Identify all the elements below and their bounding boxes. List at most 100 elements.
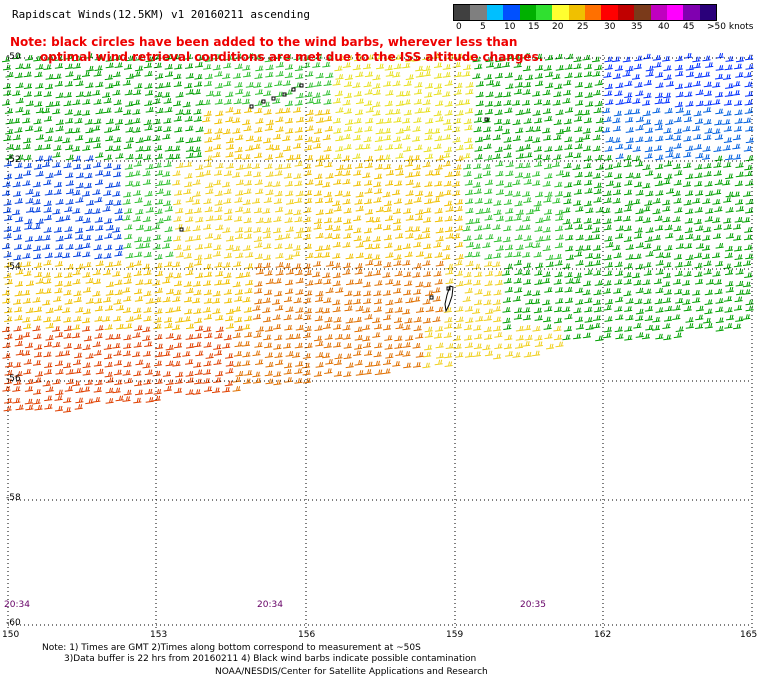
wind-barb bbox=[162, 82, 171, 88]
wind-barbs bbox=[1, 52, 754, 413]
wind-barb bbox=[252, 377, 262, 384]
wind-barb bbox=[563, 118, 572, 125]
wind-barb bbox=[54, 261, 63, 267]
wind-barb bbox=[2, 297, 11, 304]
wind-barb bbox=[293, 233, 303, 239]
wind-barb bbox=[564, 297, 573, 304]
wind-barb bbox=[165, 288, 175, 295]
wind-barb bbox=[283, 53, 292, 60]
wind-barb bbox=[473, 117, 483, 123]
wind-barb bbox=[144, 388, 153, 395]
wind-barb bbox=[254, 100, 263, 107]
wind-barb bbox=[3, 405, 12, 412]
wind-barb bbox=[602, 107, 611, 114]
wind-barb bbox=[64, 226, 73, 232]
wind-barb bbox=[672, 153, 681, 159]
wind-barb bbox=[684, 227, 693, 234]
wind-barb bbox=[334, 65, 343, 72]
wind-barb bbox=[193, 108, 202, 115]
wind-barb bbox=[324, 334, 333, 340]
wind-barb bbox=[372, 101, 381, 108]
wind-barb bbox=[115, 323, 125, 330]
wind-barb bbox=[332, 117, 341, 124]
wind-barb bbox=[12, 134, 21, 141]
wind-barb bbox=[302, 353, 311, 359]
wind-barb bbox=[692, 56, 701, 63]
wind-barb bbox=[83, 163, 92, 170]
wind-barb bbox=[554, 306, 563, 313]
wind-barb bbox=[251, 163, 261, 169]
wind-barb bbox=[514, 234, 523, 241]
wind-barb bbox=[173, 280, 183, 287]
wind-barb bbox=[672, 278, 681, 285]
wind-barb bbox=[242, 351, 251, 358]
wind-barb bbox=[635, 332, 644, 338]
wind-barb bbox=[165, 272, 174, 279]
wind-barb bbox=[743, 145, 752, 152]
wind-barb bbox=[433, 73, 442, 79]
wind-barb bbox=[573, 189, 582, 195]
wind-barb bbox=[223, 252, 232, 259]
wind-barb bbox=[452, 62, 461, 68]
wind-barb bbox=[354, 263, 363, 269]
wind-barb bbox=[303, 308, 313, 314]
wind-barb bbox=[374, 280, 383, 286]
wind-barb bbox=[202, 99, 211, 106]
wind-barb bbox=[493, 63, 502, 69]
wind-barb bbox=[732, 134, 741, 141]
wind-barb bbox=[732, 154, 741, 160]
wind-barb bbox=[122, 396, 131, 402]
wind-barb bbox=[674, 170, 683, 176]
wind-barb bbox=[335, 287, 344, 293]
wind-barb bbox=[303, 190, 313, 196]
wind-barb bbox=[615, 143, 624, 150]
wind-barb bbox=[123, 191, 132, 198]
wind-barb bbox=[175, 91, 184, 98]
wind-barb bbox=[354, 162, 364, 169]
wind-barb bbox=[643, 288, 652, 295]
wind-barb bbox=[472, 182, 481, 188]
wind-barb bbox=[343, 343, 352, 349]
wind-barb bbox=[553, 253, 562, 260]
wind-barb bbox=[674, 64, 683, 71]
wind-barb bbox=[25, 100, 34, 107]
wind-barb bbox=[284, 362, 293, 369]
wind-barb bbox=[485, 62, 495, 68]
wind-barb bbox=[484, 350, 493, 357]
wind-barb bbox=[13, 325, 22, 332]
wind-barb bbox=[335, 74, 344, 80]
wind-barb bbox=[75, 215, 84, 222]
wind-barb bbox=[603, 280, 612, 286]
wind-barb bbox=[214, 279, 223, 286]
wind-barb bbox=[385, 180, 394, 186]
wind-barb bbox=[413, 325, 422, 332]
wind-barb bbox=[204, 271, 213, 278]
wind-barb bbox=[462, 71, 471, 77]
wind-barb bbox=[355, 109, 364, 116]
wind-barb bbox=[452, 136, 461, 143]
wind-barb bbox=[604, 56, 613, 63]
wind-barb bbox=[284, 243, 293, 250]
wind-barb bbox=[324, 217, 333, 224]
wind-barb bbox=[655, 225, 664, 231]
wind-barb bbox=[321, 252, 331, 258]
wind-barb bbox=[241, 340, 251, 347]
wind-barb bbox=[235, 134, 244, 141]
wind-barb bbox=[442, 134, 451, 140]
wind-barb bbox=[315, 290, 324, 297]
wind-barb bbox=[743, 234, 753, 241]
wind-barb bbox=[633, 63, 642, 70]
wind-barb bbox=[385, 90, 394, 96]
wind-barb bbox=[562, 334, 571, 341]
wind-barb bbox=[592, 134, 601, 141]
wind-barb bbox=[92, 136, 101, 143]
wind-barb bbox=[492, 299, 501, 306]
wind-barb bbox=[334, 353, 343, 360]
wind-barb bbox=[302, 233, 311, 240]
wind-barb bbox=[213, 350, 223, 356]
wind-barb bbox=[353, 350, 362, 356]
wind-barb bbox=[433, 332, 443, 339]
wind-barb bbox=[383, 134, 392, 141]
wind-barb bbox=[362, 342, 372, 348]
wind-barb bbox=[294, 269, 303, 276]
